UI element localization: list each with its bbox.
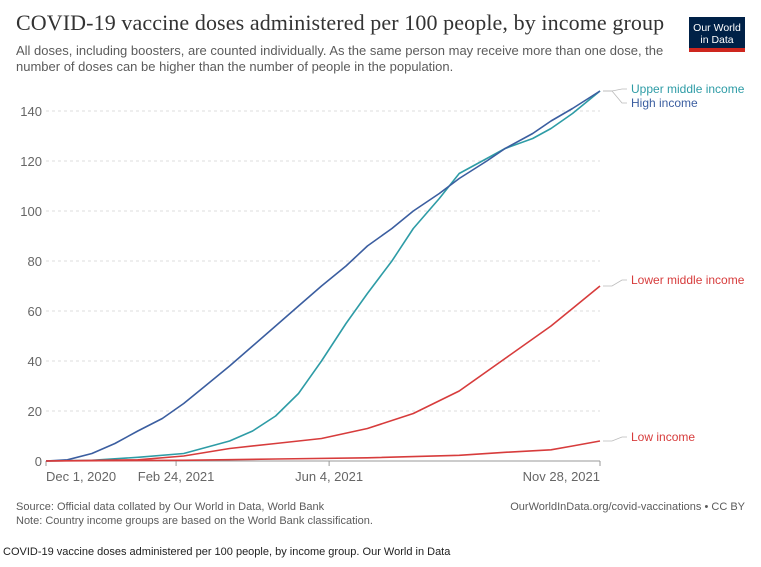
label-connector xyxy=(603,90,627,104)
gridlines xyxy=(46,110,600,412)
series-line-upper-middle-income xyxy=(45,90,601,462)
owid-logo[interactable]: Our World in Data xyxy=(689,17,745,52)
logo-line-2: in Data xyxy=(700,34,734,46)
y-tick-label: 40 xyxy=(28,354,42,369)
chart-title: COVID-19 vaccine doses administered per … xyxy=(16,10,665,35)
x-axis: Dec 1, 2020 Feb 24, 2021 Jun 4, 2021 Nov 28… xyxy=(45,460,601,484)
x-tick-label: Jun 4, 2021 xyxy=(295,469,363,484)
x-tick-label: Feb 24, 2021 xyxy=(138,469,215,484)
x-tick-label: Nov 28, 2021 xyxy=(523,469,600,484)
logo-line-1: Our World xyxy=(693,22,741,34)
source-text: Source: Official data collated by Our Wo… xyxy=(16,501,325,513)
chart-subtitle: All doses, including boosters, are count… xyxy=(16,43,664,74)
series-label: Low income xyxy=(631,430,695,444)
series-label: Upper middle income xyxy=(631,82,745,96)
series-lines xyxy=(45,90,601,462)
y-tick-label: 20 xyxy=(28,404,42,419)
series-line-low-income xyxy=(45,440,601,462)
note-text: Note: Country income groups are based on… xyxy=(16,515,373,527)
y-axis-ticks: 0 20 40 60 80 100 120 140 xyxy=(20,104,42,469)
label-connector xyxy=(603,279,627,287)
y-tick-label: 100 xyxy=(20,204,42,219)
image-caption: COVID-19 vaccine doses administered per … xyxy=(3,546,451,558)
y-tick-label: 0 xyxy=(35,454,42,469)
series-label: High income xyxy=(631,96,698,110)
line-chart: 0 20 40 60 80 100 120 140 Dec 1, 2020 Feb 24, 20… xyxy=(20,82,745,484)
series-line-lower-middle-income xyxy=(45,285,601,462)
y-tick-label: 120 xyxy=(20,154,42,169)
x-tick-label: Dec 1, 2020 xyxy=(46,469,116,484)
y-tick-label: 60 xyxy=(28,304,42,319)
source-url-link[interactable]: OurWorldInData.org/covid-vaccinations • … xyxy=(510,501,745,513)
label-connector xyxy=(603,436,627,442)
y-tick-label: 80 xyxy=(28,254,42,269)
y-tick-label: 140 xyxy=(20,104,42,119)
series-line-high-income xyxy=(45,90,601,462)
series-label: Lower middle income xyxy=(631,273,745,287)
